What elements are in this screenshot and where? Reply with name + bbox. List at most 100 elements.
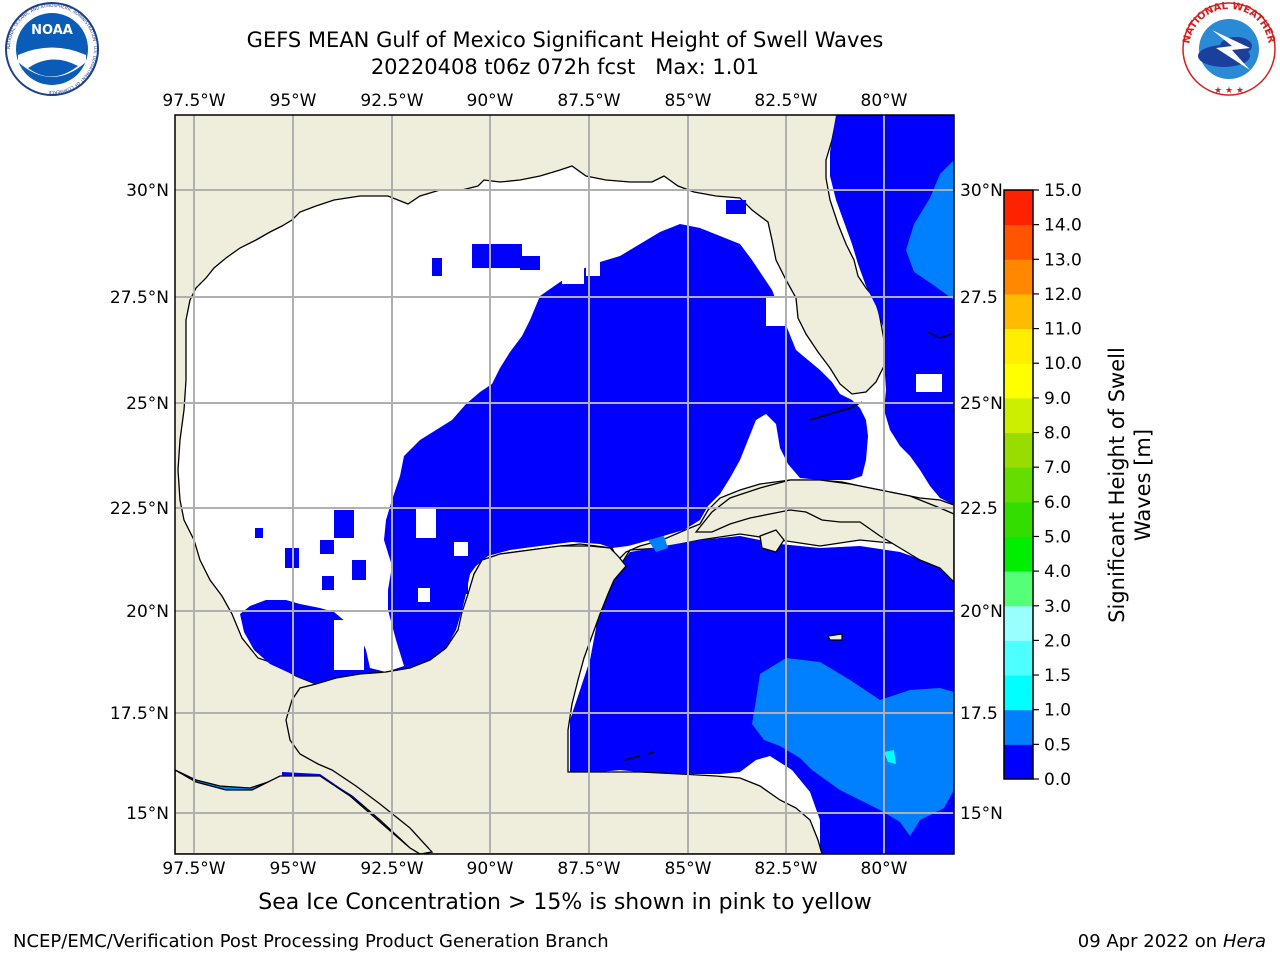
lon-label: 95°W [270,91,317,111]
cuba [694,479,954,583]
colorbar-frame [1003,189,1034,780]
lon-label: 92.5°W [360,859,423,879]
missing-data-holes [300,262,786,670]
colorbar-label-line2: Waves [m] [1131,429,1155,541]
lat-label: 30°N [960,181,1003,201]
jamaica [827,633,843,641]
lon-label: 82.5°W [754,859,817,879]
colorbar-tick-label: 9.0 [1044,389,1071,409]
colorbar-tick-label: 14.0 [1044,216,1082,236]
colorbar-tick-label: 13.0 [1044,250,1082,270]
lat-label: 30°N [126,181,169,201]
map-subtitle: 20220408 t06z 072h fcst Max: 1.01 [370,55,760,79]
colorbar-tick-label: 11.0 [1044,320,1082,340]
lon-label: 87.5°W [557,859,620,879]
swell-band-1.0-1.5 [884,750,896,764]
colorbar-band [1004,744,1033,780]
noaa-logo: NOAA NATIONAL OCEANIC AND ATMOSPHERIC AD… [5,2,99,96]
lat-label: 22.5 [960,499,998,519]
colorbar-band [1004,397,1033,434]
map-area [175,115,954,854]
lat-labels-left: 15°N 17.5°N 20°N 22.5°N 25°N 27.5°N 30°N [110,181,169,824]
footer-host: Hera [1222,931,1266,952]
colorbar-label-line1: Significant Height of Swell [1105,347,1129,623]
colorbar-band [1004,640,1033,676]
central-america [175,545,823,854]
colorbar-band [1004,293,1033,330]
lon-label: 80°W [861,859,908,879]
footer-date-text: 09 Apr 2022 on [1077,931,1218,952]
lat-label: 27.5°N [110,288,169,308]
colorbar-band [1004,190,1033,226]
lat-label: 15°N [960,804,1003,824]
colorbar-band [1004,536,1033,572]
colorbar-band [1004,328,1033,364]
graticule [175,115,954,854]
swell-band-0-0.5-gulf [240,224,868,684]
lat-label: 25°N [126,394,169,414]
lon-label: 87.5°W [557,91,620,111]
colorbar-tick-label: 0.0 [1044,770,1071,790]
map-frame [174,114,955,855]
colorbar-tick-label: 12.0 [1044,285,1082,305]
swell-band-0.5-1.0-atlantic [906,160,954,300]
lon-label: 80°W [861,91,908,111]
colorbar-band [1004,432,1033,468]
bahamas-hole [916,374,942,392]
svg-text:NATIONAL WEATHER SERVICE: NATIONAL WEATHER SERVICE [0,0,1277,47]
nws-logo: NATIONAL WEATHER SERVICE ★ ★ ★ [0,0,1277,96]
svg-text:★ ★ ★: ★ ★ ★ [1214,86,1244,96]
lon-label: 85°W [665,859,712,879]
isla-de-la-juventud [759,529,785,553]
florida-keys [809,401,863,421]
lon-label: 90°W [467,91,514,111]
colorbar-band [1004,224,1033,260]
lat-label: 17.5°N [110,704,169,724]
footer-date: 09 Apr 2022 on Hera [1078,931,1266,952]
colorbar-band [1004,501,1033,537]
lat-label: 17.5 [960,704,998,724]
colorbar-band [1004,363,1033,399]
colorbar-tick-label: 8.0 [1044,424,1071,444]
colorbar-band [1004,675,1033,711]
lon-label: 97.5°W [162,91,225,111]
colorbar-band [1004,709,1033,745]
bahamas-andros [927,331,953,339]
lat-label: 15°N [126,804,169,824]
lat-label: 25°N [960,394,1003,414]
swell-band-0.5-1.0-caribbean [752,658,954,836]
colorbar-tick-label: 5.0 [1044,527,1071,547]
colorbar-tick-label: 15.0 [1044,181,1082,201]
sea-ice-note: Sea Ice Concentration > 15% is shown in … [258,890,872,915]
colorbar-band [1004,605,1033,641]
map-title: GEFS MEAN Gulf of Mexico Significant Hei… [246,28,884,52]
footer-credit: NCEP/EMC/Verification Post Processing Pr… [13,931,609,952]
colorbar-band [1004,571,1033,607]
colorbar-tick-label: 10.0 [1044,354,1082,374]
colorbar-band [1004,467,1033,503]
lat-label: 20°N [126,602,169,622]
nws-ring-text: NATIONAL WEATHER SERVICE [0,0,1277,47]
swell-patch-yucatan [648,536,668,552]
colorbar-tick-label: 2.0 [1044,631,1071,651]
colorbar-tick-label: 7.0 [1044,458,1071,478]
lat-label: 20°N [960,602,1003,622]
lat-label: 27.5 [960,288,998,308]
colorbar-band [1004,259,1033,295]
swell-patches-west [255,200,746,594]
lon-label: 85°W [665,91,712,111]
colorbar: 0.0 0.5 1.0 1.5 2.0 3.0 4.0 5.0 6.0 7.0 8.0 9.0 10.0… [1003,181,1082,790]
bay-islands [623,751,655,761]
lat-label: 22.5°N [110,499,169,519]
lon-labels-top: 97.5°W 95°W 92.5°W 90°W 87.5°W 85°W 82.5… [162,91,907,111]
noaa-logo-text: NOAA [31,23,73,38]
lon-labels-bottom: 97.5°W 95°W 92.5°W 90°W 87.5°W 85°W 82.5… [162,859,907,879]
lon-label: 92.5°W [360,91,423,111]
colorbar-tick-label: 1.0 [1044,701,1071,721]
lon-label: 95°W [270,859,317,879]
lon-label: 97.5°W [162,859,225,879]
colorbar-tick-label: 4.0 [1044,562,1071,582]
lon-label: 90°W [467,859,514,879]
colorbar-tick-label: 0.5 [1044,735,1071,755]
